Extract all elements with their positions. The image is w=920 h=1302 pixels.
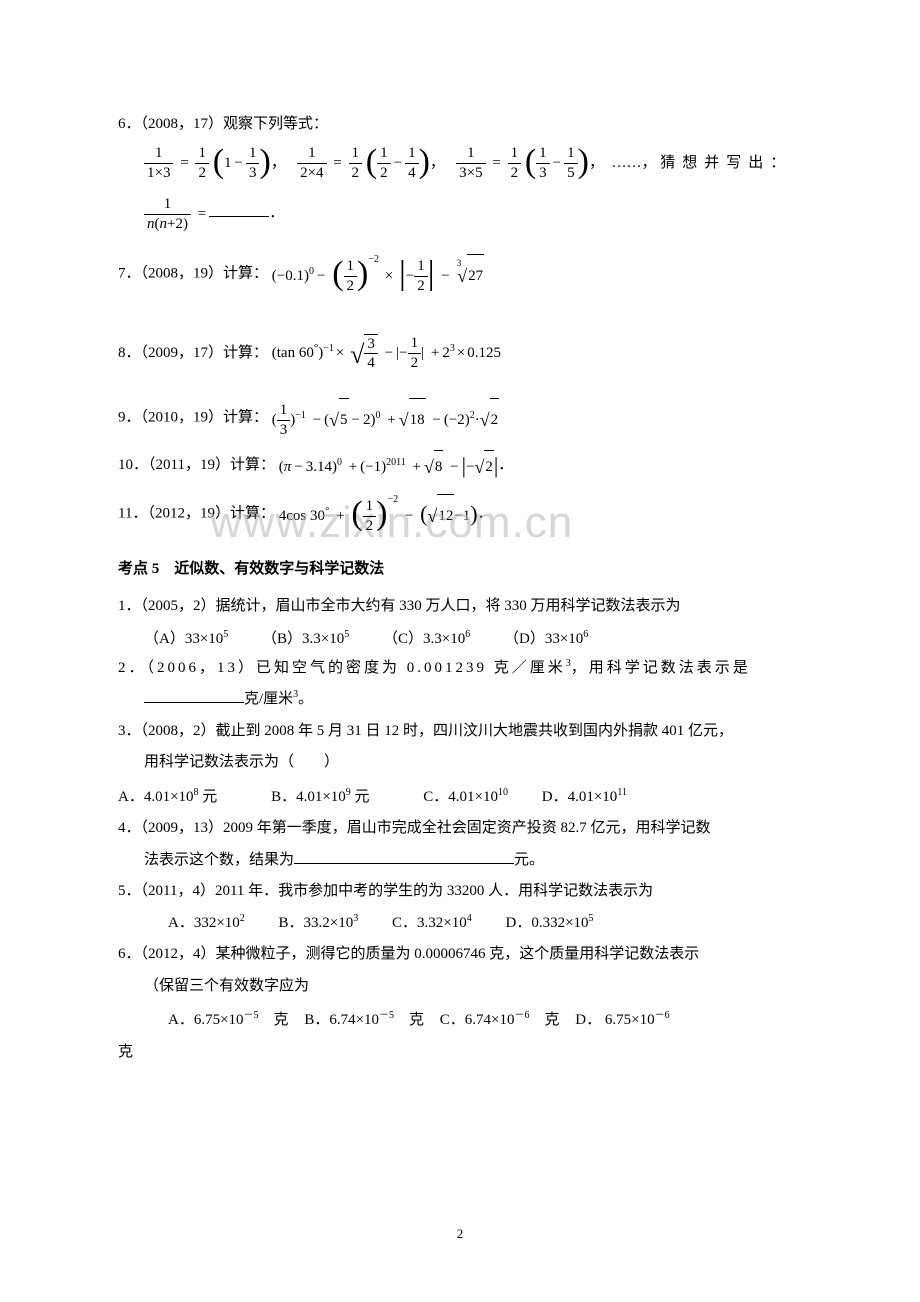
q11-head: 11．（2012，19）计算： xyxy=(118,505,275,521)
p5q5D: D．0.332×10 xyxy=(505,915,588,931)
p5-q3-l1: 3．（2008，2）截止到 2008 年 5 月 31 日 12 时，四川汶川大… xyxy=(118,717,802,746)
p5-q2: 2．（2006，13）已知空气的密度为 0.001239 克／厘米3，用科学记数… xyxy=(118,654,802,683)
q6-head: 6．（2008，17）观察下列等式： xyxy=(118,110,802,139)
p5-q1-head: 1．（2005，2）据统计，眉山市全市大约有 330 万人口，将 330 万用科… xyxy=(118,592,802,621)
p5q4b: 元。 xyxy=(514,852,544,868)
q11-tail: ． xyxy=(478,505,493,521)
p5q5B: B．33.2×10 xyxy=(279,915,354,931)
q9: 9．（2010，19）计算： (13)−1 −(√5−2)0 +√18 −(−2… xyxy=(118,393,802,443)
q6-equations: 11×3 = 12 (1−13) ， 12×4 = 12 (12−14) ， 1… xyxy=(118,142,802,185)
q9-head: 9．（2010，19）计算： xyxy=(118,409,268,425)
p5q1D: （D）33×10 xyxy=(504,631,583,647)
p5q1A: （A）33×10 xyxy=(144,631,223,647)
page: www.zixin.com.cn 6．（2008，17）观察下列等式： 11×3… xyxy=(0,0,920,1302)
p5-q4-l1: 4．（2009，13）2009 年第一季度，眉山市完成全社会固定资产投资 82.… xyxy=(118,814,802,843)
p5q1B: （B）3.3×10 xyxy=(262,631,344,647)
p5q1C: （C）3.3×10 xyxy=(383,631,465,647)
q8-head: 8．（2009，17）计算： xyxy=(118,345,268,361)
p5q3D: D．4.01×10 xyxy=(542,789,618,805)
p5q4a: 法表示这个数，结果为 xyxy=(144,852,294,868)
q7: 7．（2008，19）计算： (−0.1)0− (12)−2 × |−12| −… xyxy=(118,249,802,299)
p5q6A: A．6.75×10 xyxy=(168,1012,244,1028)
q6-suffix: ． xyxy=(269,205,284,221)
q6-blank[interactable] xyxy=(209,201,269,217)
p5-q4-l2: 法表示这个数，结果为 元。 xyxy=(118,846,802,875)
q6-blank-line: 1n(n+2) = ． xyxy=(118,192,802,235)
p5q4-blank[interactable] xyxy=(294,848,514,864)
section5-title: 考点 5 近似数、有效数字与科学记数法 xyxy=(118,557,802,578)
p5-q5-head: 5．（2011，4）2011 年．我市参加中考的学生的为 33200 人．用科学… xyxy=(118,877,802,906)
p5-q3-l2: 用科学记数法表示为（ ） xyxy=(118,748,802,777)
page-number: 2 xyxy=(0,1226,920,1242)
q6-tail-label: 猜想并写出： xyxy=(660,155,792,171)
q10: 10．（2011，19）计算： (π−3.14)0 +(−1)2011 +√8 … xyxy=(118,446,802,486)
p5-q1-opts: （A）33×105 （B）3.3×105 （C）3.3×106 （D）33×10… xyxy=(118,624,802,654)
q7-head: 7．（2008，19）计算： xyxy=(118,265,268,281)
p5-q3-opts: A．4.01×108 元 B．4.01×109 元 C．4.01×1010 D．… xyxy=(118,783,802,812)
p5q3C: C．4.01×10 xyxy=(423,789,498,805)
p5-q2-line2: 克/厘米3。 xyxy=(118,685,802,714)
p5-q6-opts: A．6.75×10－5 克 B．6.74×10－5 克 C．6.74×10－6 … xyxy=(118,1006,802,1035)
q10-tail: ． xyxy=(498,457,513,473)
p5q6D: D． 6.75×10 xyxy=(575,1012,654,1028)
p5-q5-opts: A．332×102 B．33.2×103 C．3.32×104 D．0.332×… xyxy=(118,909,802,938)
p5q2d: 。 xyxy=(298,691,313,707)
p5-q6-l1: 6．（2012，4）某种微粒子，测得它的质量为 0.00006746 克，这个质… xyxy=(118,940,802,969)
p5-q6-last-unit: 克 xyxy=(118,1038,802,1067)
p5q5C: C．3.32×10 xyxy=(392,915,467,931)
p5q2c: 克/厘米 xyxy=(244,691,293,707)
q6-ellipsis: ……， xyxy=(611,155,656,171)
p5q2-blank[interactable] xyxy=(144,687,244,703)
p5q3A: A．4.01×10 xyxy=(118,789,194,805)
p5q6C: C．6.74×10 xyxy=(440,1012,515,1028)
q8: 8．（2009，17）计算： (tan 60°)−1× √34 −|−12| +… xyxy=(118,317,802,390)
p5-q6-l2: （保留三个有效数字应为 xyxy=(118,972,802,1001)
p5q2b: ，用科学记数法表示是 xyxy=(571,660,751,676)
q11: 11．（2012，19）计算： 4cos 30° + (12)−2 − (√12… xyxy=(118,489,802,539)
q10-head: 10．（2011，19）计算： xyxy=(118,457,275,473)
p5q6B: B．6.74×10 xyxy=(304,1012,379,1028)
p5q3B: B．4.01×10 xyxy=(271,789,346,805)
p5q5A: A．332×10 xyxy=(168,915,240,931)
p5q2a: 2．（2006，13）已知空气的密度为 0.001239 克／厘米 xyxy=(118,660,566,676)
